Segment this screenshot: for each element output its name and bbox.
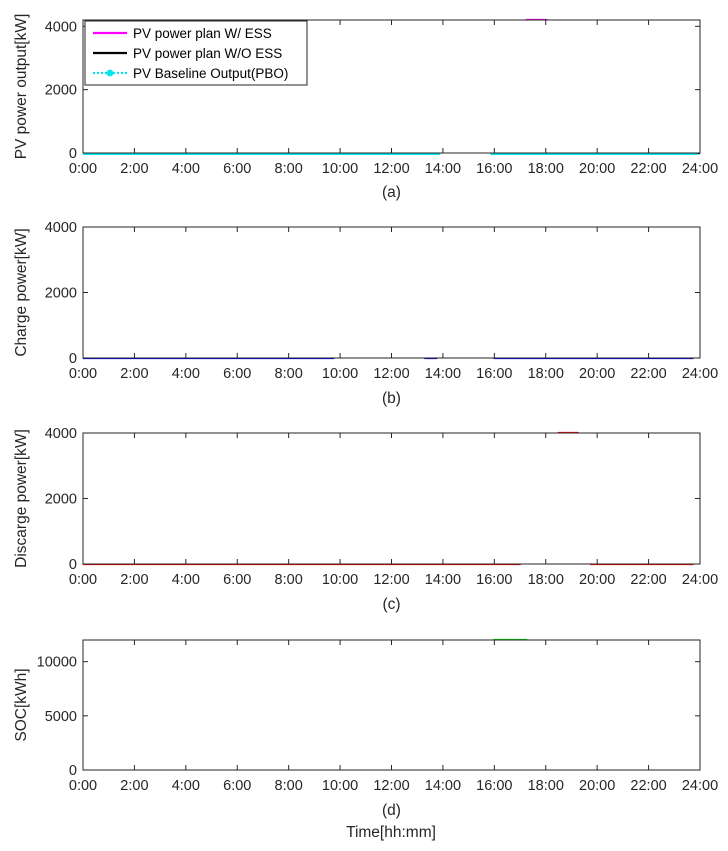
x-tick-label: 6:00 [223,572,251,588]
x-tick-label: 12:00 [373,161,409,177]
panel-label: (d) [382,802,401,819]
y-tick-label: 2000 [45,286,77,302]
x-tick-label: 0:00 [69,778,97,794]
x-tick-label: 4:00 [172,778,200,794]
x-tick-label: 12:00 [373,778,409,794]
x-tick-label: 4:00 [172,572,200,588]
x-tick-label: 10:00 [322,366,358,382]
axes-box [82,432,701,565]
x-tick-label: 22:00 [630,366,666,382]
x-axis-label: Time[hh:mm] [346,824,436,841]
axes-box [82,226,701,359]
x-tick-label: 22:00 [630,572,666,588]
x-tick-label: 10:00 [322,778,358,794]
y-axis-label: Discarge power[kW] [13,429,30,568]
x-tick-label: 2:00 [120,366,148,382]
x-tick-label: 24:00 [682,366,718,382]
x-tick-label: 12:00 [373,366,409,382]
y-tick-label: 5000 [45,709,77,725]
x-tick-label: 20:00 [579,572,615,588]
y-tick-label: 10000 [37,655,77,671]
x-tick-label: 16:00 [476,778,512,794]
axes-box [82,639,701,771]
panel-label: (a) [382,184,401,201]
x-tick-label: 14:00 [425,572,461,588]
x-tick-label: 18:00 [528,778,564,794]
x-tick-label: 8:00 [275,161,303,177]
x-tick-label: 24:00 [682,161,718,177]
x-tick-label: 16:00 [476,366,512,382]
legend-marker [106,69,114,77]
panel-label: (b) [382,390,401,407]
x-tick-label: 24:00 [682,778,718,794]
x-tick-label: 18:00 [528,366,564,382]
x-tick-label: 4:00 [172,366,200,382]
y-tick-label: 0 [69,351,77,367]
y-tick-label: 4000 [45,220,77,236]
x-tick-label: 0:00 [69,161,97,177]
panel-label: (c) [382,596,400,613]
x-tick-label: 10:00 [322,572,358,588]
x-tick-label: 20:00 [579,366,615,382]
legend-entry-pv-power-plan-w-ess: PV power plan W/ ESS [133,26,272,41]
x-tick-label: 10:00 [322,161,358,177]
x-tick-label: 0:00 [69,366,97,382]
x-tick-label: 8:00 [275,778,303,794]
x-tick-label: 2:00 [120,572,148,588]
panel-d: 0:00 2:00 4:00 6:00 8:00 10:00 12:00 14:00 16:00… [13,638,718,819]
x-tick-label: 14:00 [425,778,461,794]
x-tick-label: 12:00 [373,572,409,588]
x-tick-label: 22:00 [630,778,666,794]
x-tick-label: 6:00 [223,778,251,794]
y-axis-label: PV power output[kW] [13,14,30,160]
x-tick-label: 6:00 [223,161,251,177]
y-axis-label: Charge power[kW] [13,228,30,356]
y-tick-label: 2000 [45,492,77,508]
y-tick-label: 0 [69,763,77,779]
x-tick-label: 24:00 [682,572,718,588]
y-axis-label: SOC[kWh] [13,668,30,741]
x-tick-label: 18:00 [528,161,564,177]
x-tick-label: 14:00 [425,161,461,177]
panel-b: 0:00 2:00 4:00 6:00 8:00 10:00 12:00 14:00 16:00… [13,220,718,407]
x-tick-label: 18:00 [528,572,564,588]
legend-entry-pv-power-plan-w-o-ess: PV power plan W/O ESS [133,46,282,61]
x-tick-label: 8:00 [275,366,303,382]
x-tick-label: 20:00 [579,161,615,177]
x-tick-label: 20:00 [579,778,615,794]
y-tick-label: 4000 [45,19,77,35]
x-tick-label: 22:00 [630,161,666,177]
y-tick-label: 4000 [45,426,77,442]
x-tick-label: 6:00 [223,366,251,382]
y-tick-label: 0 [69,557,77,573]
x-tick-label: 0:00 [69,572,97,588]
x-tick-label: 8:00 [275,572,303,588]
y-tick-label: 0 [69,146,77,162]
x-tick-label: 14:00 [425,366,461,382]
x-tick-label: 16:00 [476,161,512,177]
panel-a: 0:00 2:00 4:00 6:00 8:00 10:00 12:00 14:00 16:00… [13,14,718,201]
y-tick-label: 2000 [45,83,77,99]
legend-entry-pv-baseline-output-pbo: PV Baseline Output(PBO) [133,66,288,81]
panel-c: 0:00 2:00 4:00 6:00 8:00 10:00 12:00 14:00 16:00… [13,426,718,613]
x-tick-label: 4:00 [172,161,200,177]
x-tick-label: 16:00 [476,572,512,588]
legend: PV power plan W/ ESS PV power plan W/O ES… [84,20,308,86]
x-tick-label: 2:00 [120,161,148,177]
x-tick-label: 2:00 [120,778,148,794]
